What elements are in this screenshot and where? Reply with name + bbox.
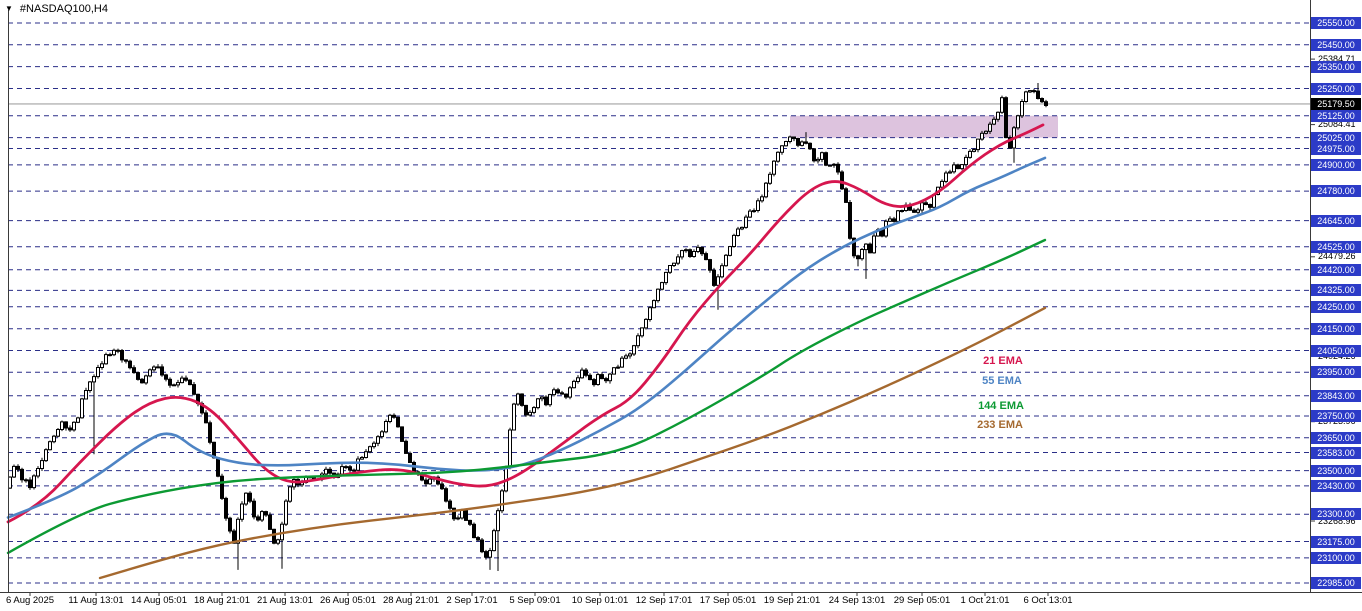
symbol-title-label: #NASDAQ100,H4 [19,3,108,15]
chart-frame [0,0,1362,596]
symbol-dropdown-icon[interactable]: ▼ [5,4,13,13]
ema-144-line [6,238,1047,555]
ema-21-line [6,123,1045,524]
ema-55-line [6,156,1047,519]
candlesticks [8,83,1048,571]
supply-zone-rectangle[interactable] [790,115,1058,138]
chart-title: ▼ #NASDAQ100,H4 [5,3,108,15]
ema-233-line [98,306,1047,580]
horizontal-level-lines[interactable] [8,22,1310,584]
